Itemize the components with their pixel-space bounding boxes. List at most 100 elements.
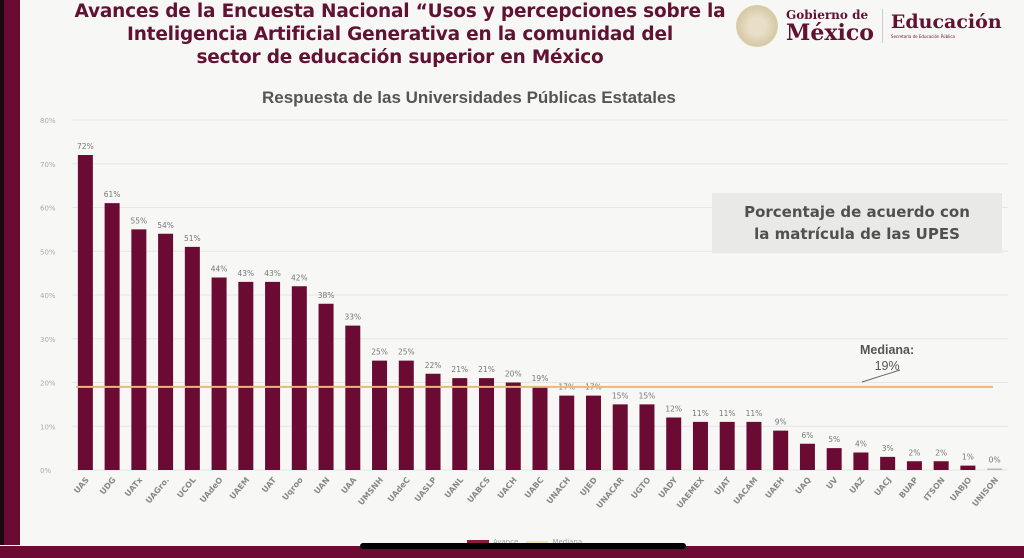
- x-tick-label: UMSNH: [357, 476, 385, 508]
- data-label: 15%: [612, 391, 629, 400]
- x-tick-label: UNACAR: [595, 476, 626, 511]
- x-tick-label: UABCS: [466, 475, 493, 504]
- y-tick-label: 20%: [40, 380, 56, 388]
- data-label: 33%: [344, 313, 361, 322]
- x-tick-label: UDG: [98, 476, 118, 497]
- data-label: 0%: [989, 456, 1001, 465]
- data-label: 20%: [505, 370, 522, 379]
- note-line-1: Porcentaje de acuerdo con: [744, 203, 970, 221]
- bar: [853, 452, 869, 470]
- x-tick-label: UAEH: [764, 476, 787, 501]
- bar: [372, 360, 388, 470]
- data-labels: 72% 61% 55% 54% 51% 44% 43% 43% 42% 38% 33% 25% 25% 2…: [77, 142, 1001, 465]
- data-label: 38%: [318, 291, 335, 300]
- data-label: 19%: [532, 374, 549, 383]
- bar: [532, 386, 548, 470]
- x-tick-label: ITSON: [922, 476, 947, 503]
- x-tick-label: UABJO: [948, 475, 973, 503]
- x-tick-label: Uqroo: [280, 475, 305, 502]
- gobierno-de-mexico-logo: Gobierno de México: [786, 9, 874, 44]
- data-label: 5%: [828, 435, 840, 444]
- bar: [719, 421, 735, 470]
- bar: [612, 404, 628, 470]
- bar: [559, 395, 575, 470]
- x-tick-label: UACJ: [873, 475, 894, 497]
- data-label: 42%: [291, 273, 308, 282]
- x-tick-label: UAEMEX: [675, 475, 707, 510]
- x-tick-label: BUAP: [897, 475, 920, 500]
- bar: [238, 281, 254, 470]
- data-label: 6%: [801, 431, 813, 440]
- legend-label-mediana: Mediana: [552, 538, 583, 546]
- header-logos: Gobierno de México Educación Secretaría …: [736, 4, 1002, 48]
- data-label: 61%: [104, 190, 121, 199]
- x-tick-label: UAS: [72, 475, 91, 495]
- data-label: 1%: [962, 453, 974, 462]
- bar: [452, 378, 468, 470]
- x-tick-label: UANL: [443, 476, 465, 500]
- x-tick-label: UAdeC: [386, 475, 412, 503]
- home-indicator[interactable]: [360, 543, 686, 549]
- data-label: 43%: [237, 269, 254, 278]
- x-tick-label: UAEM: [228, 475, 252, 501]
- median-reference: [76, 369, 993, 388]
- bar: [345, 325, 361, 470]
- legend-item-avance: Avance: [467, 538, 518, 546]
- data-label: 11%: [719, 409, 736, 418]
- data-label: 54%: [157, 221, 174, 230]
- legend-swatch-mediana: [526, 540, 549, 544]
- x-tick-label: UATx: [123, 475, 145, 499]
- gobierno-logo-line-1: Gobierno de: [786, 7, 869, 22]
- x-tick-label: UADY: [657, 475, 680, 500]
- bar: [933, 461, 949, 470]
- x-tick-label: UABC: [523, 475, 546, 500]
- y-tick-label: 30%: [40, 336, 56, 344]
- chart-legend: Avance Mediana: [467, 538, 582, 546]
- bar: [505, 382, 521, 470]
- bar: [585, 395, 601, 470]
- x-tick-label: UACAM: [732, 475, 760, 506]
- slide-title-line-3: sector de educación superior en México: [196, 47, 604, 68]
- bar: [77, 155, 93, 470]
- slide-title-line-1: Avances de la Encuesta Nacional “Usos y …: [74, 1, 726, 22]
- x-tick-label: UAN: [312, 476, 331, 496]
- bar: [826, 448, 842, 470]
- data-label: 11%: [746, 409, 763, 418]
- median-annotation-value: 19%: [874, 359, 900, 373]
- x-tick-label: UAT: [260, 475, 278, 494]
- data-label: 43%: [264, 269, 281, 278]
- note-box: Porcentaje de acuerdo con la matrícula d…: [712, 193, 1002, 253]
- bar: [880, 456, 896, 470]
- bar: [265, 281, 281, 470]
- data-label: 9%: [775, 418, 787, 427]
- bar: [184, 246, 200, 470]
- x-tick-label: UAGro.: [144, 476, 171, 506]
- y-axis-ticks: 0% 10% 20% 30% 40% 50% 60% 70% 80%: [40, 117, 56, 475]
- bar: [746, 421, 762, 470]
- coat-of-arms-icon: [736, 5, 778, 47]
- data-label: 55%: [131, 216, 148, 225]
- x-tick-label: UNISON: [970, 476, 1000, 509]
- x-tick-label: UV: [825, 475, 841, 491]
- data-label: 12%: [665, 405, 682, 414]
- x-tick-label: UCOL: [175, 476, 197, 500]
- data-label: 21%: [451, 365, 468, 374]
- median-annotation: Mediana: 19%: [860, 342, 914, 374]
- slide-title-line-2: Inteligencia Artificial Generativa en la…: [127, 24, 673, 45]
- data-label: 11%: [692, 409, 709, 418]
- y-tick-label: 0%: [40, 467, 51, 475]
- gobierno-logo-line-2: México: [786, 19, 874, 46]
- legend-item-mediana: Mediana: [526, 538, 582, 546]
- bottom-brand-bar: [0, 546, 1024, 558]
- bars: [77, 155, 1003, 470]
- y-tick-label: 50%: [40, 248, 56, 256]
- median-leader-line: [861, 369, 901, 383]
- x-tick-label: UAdeO: [198, 475, 225, 504]
- y-tick-label: 60%: [40, 205, 56, 213]
- data-label: 25%: [371, 348, 388, 357]
- educacion-logo-title: Educación: [890, 11, 1002, 33]
- bar: [398, 360, 414, 470]
- bar: [158, 233, 174, 470]
- bar: [799, 443, 815, 470]
